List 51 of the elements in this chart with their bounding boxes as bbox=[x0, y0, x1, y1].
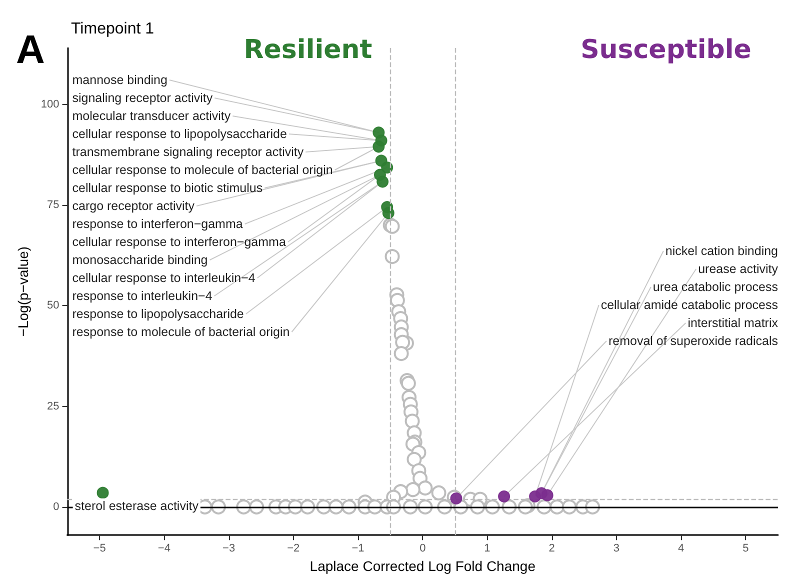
x-tick-label: 1 bbox=[484, 542, 490, 555]
y-tick-label: 0 bbox=[53, 500, 60, 513]
text: Resilient bbox=[244, 35, 372, 65]
annotation: urea catabolic process bbox=[652, 280, 778, 294]
y-tick-label: 50 bbox=[47, 300, 60, 312]
annotation: sterol esterase activity bbox=[74, 498, 200, 513]
text: Susceptible bbox=[580, 35, 752, 65]
x-tick-label: 2 bbox=[548, 542, 555, 555]
annotation: cellular response to molecule of bacterial origin bbox=[72, 163, 333, 177]
x-tick-label: −1 bbox=[352, 542, 364, 555]
annotation: response to interferon−gamma bbox=[72, 217, 243, 231]
annotation: cellular response to interleukin−4 bbox=[72, 271, 256, 285]
x-tick-label: −5 bbox=[93, 542, 106, 555]
annotation: transmembrane signaling receptor activity bbox=[72, 145, 304, 159]
annotation: molecular transducer activity bbox=[72, 109, 232, 123]
point bbox=[498, 490, 510, 502]
y-tick-label: 100 bbox=[40, 98, 60, 110]
point bbox=[450, 492, 462, 504]
annotation: cellular response to biotic stimulus bbox=[72, 181, 263, 195]
annotation: response to lipopolysaccharide bbox=[72, 307, 244, 321]
annotation: cargo receptor activity bbox=[72, 199, 196, 213]
y-tick-label: 75 bbox=[47, 199, 60, 211]
annotation: response to interleukin−4 bbox=[72, 289, 212, 303]
point bbox=[372, 140, 385, 153]
annotation: urease activity bbox=[698, 262, 779, 276]
text: A bbox=[16, 28, 45, 72]
annotation: cellular response to interferon−gamma bbox=[72, 235, 286, 249]
x-tick-label: −3 bbox=[222, 542, 236, 555]
annotation: response to molecule of bacterial origin bbox=[72, 325, 290, 339]
annotation: interstitial matrix bbox=[688, 316, 779, 330]
y-tick-label: 25 bbox=[47, 400, 60, 412]
annotation: cellular amide catabolic process bbox=[600, 298, 778, 312]
x-tick-label: 5 bbox=[742, 542, 749, 555]
x-tick-label: −4 bbox=[158, 542, 170, 555]
point bbox=[541, 489, 554, 502]
point bbox=[96, 486, 109, 499]
annotation: removal of superoxide radicals bbox=[608, 334, 778, 348]
x-tick-label: 0 bbox=[420, 542, 426, 555]
x-tick-label: 3 bbox=[613, 542, 620, 555]
chart-title: Timepoint 1 bbox=[71, 20, 154, 38]
x-tick-label: −2 bbox=[287, 542, 300, 555]
y-axis-title: −Log(p−value) bbox=[15, 246, 31, 337]
annotation: nickel cation binding bbox=[665, 244, 778, 258]
annotation: cellular response to lipopolysaccharide bbox=[72, 127, 288, 141]
x-axis-title: Laplace Corrected Log Fold Change bbox=[310, 558, 536, 574]
point bbox=[382, 207, 394, 220]
annotation: signaling receptor activity bbox=[72, 91, 214, 105]
point bbox=[376, 176, 389, 188]
annotation: monosaccharide binding bbox=[72, 253, 208, 267]
x-tick-label: 4 bbox=[678, 542, 684, 555]
annotation: mannose binding bbox=[72, 73, 168, 87]
